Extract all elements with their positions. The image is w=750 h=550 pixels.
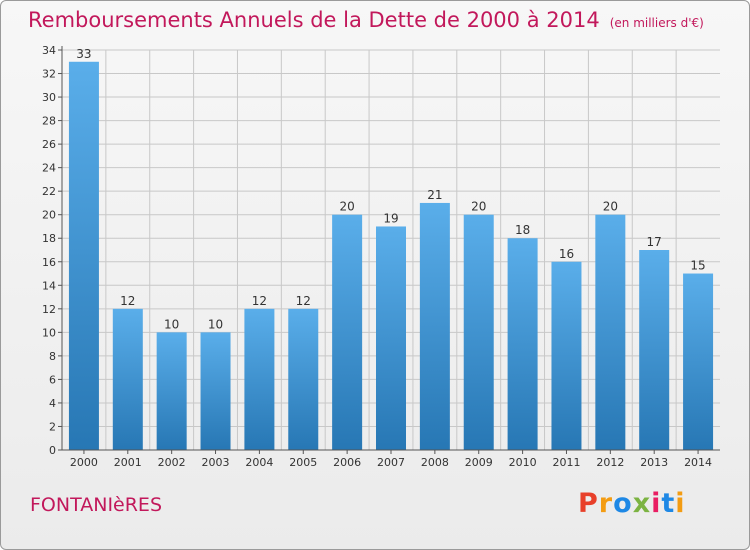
y-tick-label: 28 [42, 115, 56, 128]
bar-value-label: 18 [515, 223, 530, 237]
x-tick-label: 2004 [245, 456, 273, 469]
bar-value-label: 12 [296, 294, 311, 308]
y-tick-label: 34 [42, 44, 56, 57]
bar-2010 [507, 238, 538, 450]
logo-letter: P [578, 488, 599, 519]
y-tick-label: 30 [42, 91, 56, 104]
bar-value-label: 20 [339, 200, 354, 214]
logo-letter: r [598, 488, 614, 519]
bar-2012 [595, 214, 626, 450]
bar-value-label: 19 [383, 211, 398, 225]
bar-2005 [288, 308, 319, 450]
bar-2014 [683, 273, 714, 450]
x-tick-label: 2007 [377, 456, 405, 469]
bar-2009 [463, 214, 494, 450]
x-tick-label: 2003 [202, 456, 230, 469]
y-tick-label: 18 [42, 232, 56, 245]
bar-value-label: 10 [208, 317, 223, 331]
bar-value-label: 20 [471, 200, 486, 214]
chart-title-text: Remboursements Annuels de la Dette de 20… [28, 8, 600, 32]
bar-2001 [112, 308, 143, 450]
bar-2007 [376, 226, 406, 450]
y-tick-label: 22 [42, 185, 56, 198]
bar-2008 [419, 202, 450, 450]
chart-unit: (en milliers d'€) [609, 16, 704, 30]
x-tick-label: 2008 [421, 456, 449, 469]
bar-2006 [332, 214, 363, 450]
y-tick-label: 10 [42, 326, 56, 339]
bar-value-label: 12 [120, 294, 135, 308]
bar-2011 [551, 261, 582, 450]
y-tick-label: 2 [49, 420, 56, 433]
y-tick-label: 26 [42, 138, 56, 151]
bar-2002 [156, 332, 187, 450]
x-tick-label: 2013 [640, 456, 668, 469]
y-tick-label: 16 [42, 256, 56, 269]
y-tick-label: 32 [42, 68, 56, 81]
x-tick-label: 2010 [509, 456, 537, 469]
x-tick-label: 2006 [333, 456, 361, 469]
y-tick-label: 20 [42, 209, 56, 222]
bar-value-label: 15 [690, 259, 705, 273]
bar-2003 [200, 332, 231, 450]
bar-value-label: 20 [603, 200, 618, 214]
proxiti-logo: Proxiti [578, 488, 686, 519]
y-tick-label: 0 [49, 444, 56, 457]
bar-value-label: 33 [76, 47, 91, 61]
bar-value-label: 21 [427, 188, 442, 202]
bar-value-label: 16 [559, 247, 574, 261]
logo-letter: x [632, 488, 652, 519]
bar-2013 [639, 250, 670, 450]
x-tick-label: 2001 [114, 456, 142, 469]
logo-letter: o [613, 488, 633, 519]
x-tick-label: 2000 [70, 456, 98, 469]
y-tick-label: 12 [42, 303, 56, 316]
bar-2004 [244, 308, 275, 450]
chart-title: Remboursements Annuels de la Dette de 20… [28, 8, 704, 32]
x-tick-label: 2012 [596, 456, 624, 469]
x-tick-label: 2005 [289, 456, 317, 469]
x-tick-label: 2002 [158, 456, 186, 469]
logo-letter: i [651, 488, 662, 519]
x-tick-label: 2014 [684, 456, 712, 469]
y-tick-label: 8 [49, 350, 56, 363]
y-tick-label: 6 [49, 373, 56, 386]
x-tick-label: 2009 [465, 456, 493, 469]
y-tick-label: 14 [42, 279, 56, 292]
bar-value-label: 10 [164, 317, 179, 331]
bar-value-label: 12 [252, 294, 267, 308]
logo-letter: i [675, 488, 686, 519]
logo-letter: t [661, 488, 676, 519]
city-name: FONTANIèRES [30, 494, 162, 516]
y-tick-label: 4 [49, 397, 56, 410]
bar-value-label: 17 [647, 235, 662, 249]
y-tick-label: 24 [42, 162, 56, 175]
x-tick-label: 2011 [552, 456, 580, 469]
bars: 33 12 10 10 12 12 20 19 21 20 18 16 20 17 15 [68, 47, 714, 450]
bar-2000 [68, 61, 99, 450]
